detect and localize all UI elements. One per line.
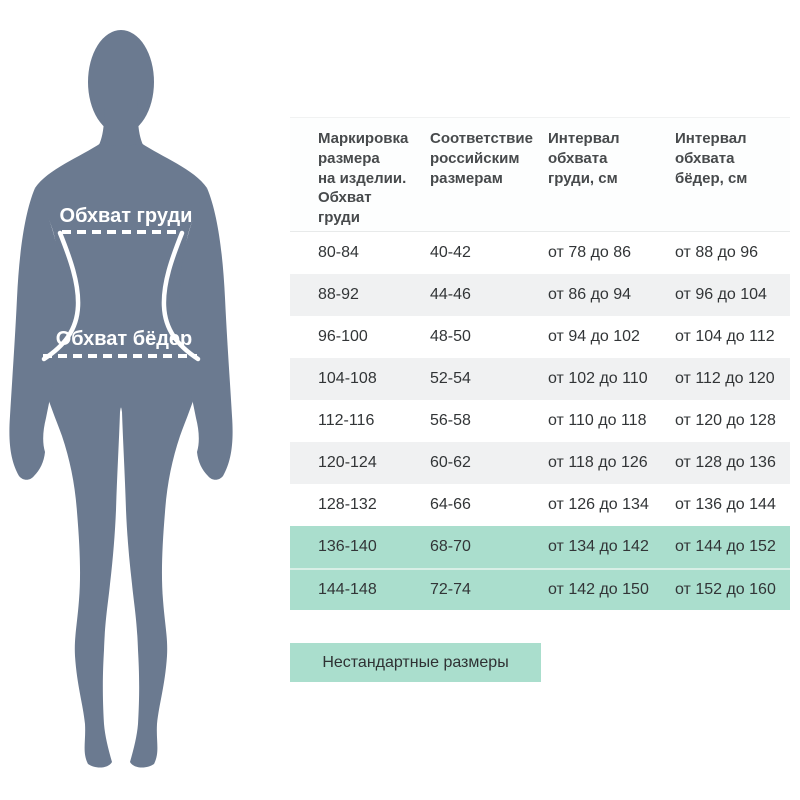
table-cell: от 104 до 112 (675, 328, 775, 345)
table-cell: 56-58 (430, 412, 471, 429)
table-cell: 48-50 (430, 328, 471, 345)
hips-label: Обхват бёдер (56, 328, 193, 350)
table-header-row: Маркировка размера на изделии. Обхват гр… (290, 117, 790, 232)
table-cell: от 102 до 110 (548, 370, 648, 387)
table-cell: от 126 до 134 (548, 496, 649, 513)
table-cell: 60-62 (430, 454, 471, 471)
table-row: 128-132 64-66 от 126 до 134 от 136 до 14… (290, 484, 790, 526)
table-row: 80-84 40-42 от 78 до 86 от 88 до 96 (290, 232, 790, 274)
table-cell: 128-132 (318, 496, 377, 513)
table-cell: 96-100 (318, 328, 368, 345)
table-cell: 52-54 (430, 370, 471, 387)
table-row: 112-116 56-58 от 110 до 118 от 120 до 12… (290, 400, 790, 442)
table-cell: 64-66 (430, 496, 471, 513)
table-cell: 44-46 (430, 286, 471, 303)
table-cell: 40-42 (430, 244, 471, 261)
chest-label: Обхват груди (60, 205, 193, 227)
table-cell: 104-108 (318, 370, 377, 387)
table-cell: от 86 до 94 (548, 286, 632, 303)
header-cell-marking: Маркировка размера на изделии. Обхват гр… (318, 130, 409, 227)
body-silhouette: Обхват груди Обхват бёдер (9, 30, 233, 768)
nonstandard-sizes-badge: Нестандартные размеры (290, 643, 541, 682)
table-cell: от 152 до 160 (675, 581, 776, 598)
table-row: 104-108 52-54 от 102 до 110 от 112 до 12… (290, 358, 790, 400)
table-cell: 120-124 (318, 454, 377, 471)
table-row-highlighted: 136-140 68-70 от 134 до 142 от 144 до 15… (290, 526, 790, 568)
table-cell: от 78 до 86 (548, 244, 632, 261)
table-row: 88-92 44-46 от 86 до 94 от 96 до 104 (290, 274, 790, 316)
table-cell: 112-116 (318, 412, 375, 429)
table-cell: от 94 до 102 (548, 328, 640, 345)
table-cell: 144-148 (318, 581, 377, 598)
table-cell: 136-140 (318, 538, 377, 555)
table-row: 96-100 48-50 от 94 до 102 от 104 до 112 (290, 316, 790, 358)
left-arm-shape (9, 188, 63, 480)
table-cell: от 120 до 128 (675, 412, 776, 429)
table-row-highlighted: 144-148 72-74 от 142 до 150 от 152 до 16… (290, 568, 790, 610)
table-cell: от 88 до 96 (675, 244, 759, 261)
table-cell: от 134 до 142 (548, 538, 649, 555)
waist-curve-right (161, 230, 201, 362)
table-cell: от 144 до 152 (675, 538, 776, 555)
table-cell: от 110 до 118 (548, 412, 647, 429)
table-cell: 88-92 (318, 286, 359, 303)
size-table: Маркировка размера на изделии. Обхват гр… (290, 117, 790, 610)
table-cell: от 142 до 150 (548, 581, 649, 598)
header-cell-chest-interval: Интервал обхвата груди, см (548, 130, 620, 187)
waist-curve-left (41, 230, 81, 362)
table-cell: 72-74 (430, 581, 471, 598)
table-cell: 80-84 (318, 244, 359, 261)
table-cell: 68-70 (430, 538, 471, 555)
table-row: 120-124 60-62 от 118 до 126 от 128 до 13… (290, 442, 790, 484)
table-cell: от 128 до 136 (675, 454, 776, 471)
right-arm-shape (179, 188, 233, 480)
table-cell: от 136 до 144 (675, 496, 776, 513)
header-cell-russian-size: Соответствие российским размерам (430, 130, 533, 187)
table-cell: от 118 до 126 (548, 454, 648, 471)
neck-shape (96, 100, 146, 150)
table-cell: от 112 до 120 (675, 370, 775, 387)
header-cell-hips-interval: Интервал обхвата бёдер, см (675, 130, 748, 187)
table-cell: от 96 до 104 (675, 286, 767, 303)
